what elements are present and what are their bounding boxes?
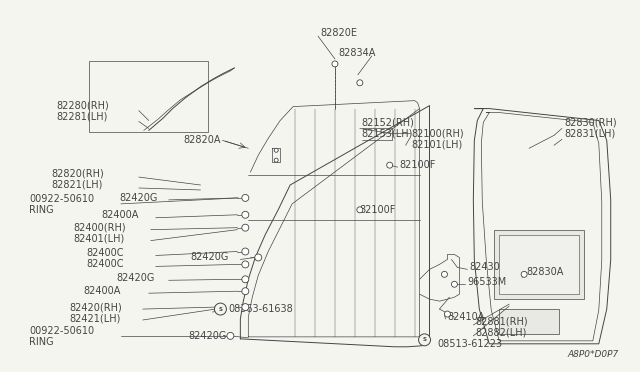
Circle shape [227, 333, 234, 339]
Text: 82420G: 82420G [189, 331, 227, 341]
Text: 82400A: 82400A [83, 286, 120, 296]
Text: 96533M: 96533M [467, 277, 507, 287]
Text: 82101(LH): 82101(LH) [412, 139, 463, 149]
Text: 82100(RH): 82100(RH) [412, 128, 464, 138]
Text: 82882(LH): 82882(LH) [476, 328, 527, 338]
Circle shape [451, 281, 458, 287]
Text: 82420G: 82420G [119, 193, 157, 203]
Circle shape [274, 158, 278, 162]
Text: S: S [422, 337, 426, 342]
Text: S: S [218, 307, 223, 312]
Bar [499, 309, 559, 334]
Circle shape [357, 207, 363, 213]
Circle shape [242, 195, 249, 201]
Text: 82820A: 82820A [184, 135, 221, 145]
Circle shape [332, 61, 338, 67]
Text: 82820(RH): 82820(RH) [51, 168, 104, 178]
Bar [499, 235, 579, 294]
Text: 82100F: 82100F [360, 205, 396, 215]
Text: 82420(RH): 82420(RH) [69, 302, 122, 312]
Circle shape [442, 271, 447, 277]
Text: 82280(RH): 82280(RH) [56, 100, 109, 110]
Text: RING: RING [29, 205, 54, 215]
Text: 82152(RH): 82152(RH) [362, 118, 415, 128]
Bar [494, 230, 584, 299]
Circle shape [242, 288, 249, 295]
Text: 82834A: 82834A [338, 48, 375, 58]
Circle shape [242, 248, 249, 255]
Text: 82430: 82430 [469, 262, 500, 272]
Circle shape [357, 80, 363, 86]
Bar [89, 61, 209, 132]
Text: 82421(LH): 82421(LH) [69, 313, 120, 323]
Text: 82821(LH): 82821(LH) [51, 179, 102, 189]
Text: 00922-50610: 00922-50610 [29, 194, 94, 204]
Circle shape [419, 334, 431, 346]
Text: 08363-61638: 08363-61638 [228, 304, 293, 314]
Text: 82400A: 82400A [101, 210, 138, 220]
Text: 82400C: 82400C [86, 248, 124, 259]
Text: 82400(RH): 82400(RH) [73, 223, 125, 233]
Text: 08513-61223: 08513-61223 [438, 339, 502, 349]
Text: 82100F: 82100F [399, 160, 436, 170]
Circle shape [387, 162, 393, 168]
Text: 82830(RH): 82830(RH) [564, 118, 616, 128]
Circle shape [274, 148, 278, 152]
Circle shape [444, 311, 451, 317]
Circle shape [242, 224, 249, 231]
Text: RING: RING [29, 337, 54, 347]
Text: 82401(LH): 82401(LH) [73, 234, 124, 244]
Text: 82831(LH): 82831(LH) [564, 128, 615, 138]
Circle shape [214, 303, 227, 315]
Circle shape [242, 276, 249, 283]
Text: 82153(LH): 82153(LH) [362, 128, 413, 138]
Text: 82820E: 82820E [320, 28, 357, 38]
Text: 82420G: 82420G [116, 273, 154, 283]
Text: 82420G: 82420G [191, 253, 229, 263]
Text: 82281(LH): 82281(LH) [56, 112, 108, 122]
Circle shape [242, 211, 249, 218]
Text: A8P0*D0P7: A8P0*D0P7 [568, 350, 619, 359]
Text: 82410A: 82410A [447, 312, 485, 322]
Text: 00922-50610: 00922-50610 [29, 326, 94, 336]
Text: 82881(RH): 82881(RH) [476, 317, 528, 327]
Text: 82400C: 82400C [86, 259, 124, 269]
Circle shape [255, 254, 262, 261]
Text: 82830A: 82830A [526, 267, 563, 278]
Circle shape [242, 304, 249, 311]
Circle shape [242, 261, 249, 268]
Circle shape [521, 271, 527, 277]
